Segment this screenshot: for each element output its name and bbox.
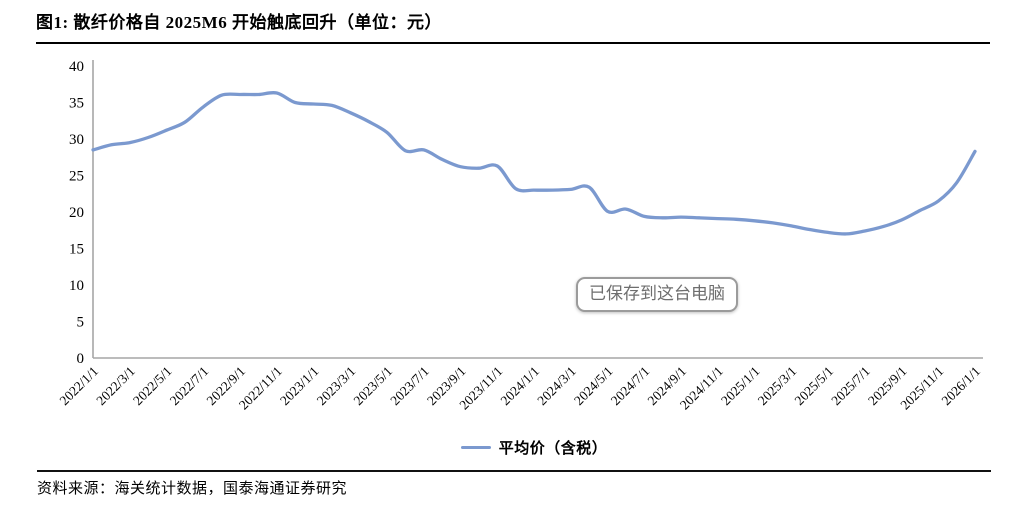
x-tick-label: 2025/7/1 <box>828 364 873 409</box>
x-tick-label: 2022/1/1 <box>57 364 102 409</box>
saved-to-pc-toast: 已保存到这台电脑 <box>576 277 738 312</box>
x-tick-label: 2024/7/1 <box>608 364 653 409</box>
figure-header: 图1: 散纤价格自 2025M6 开始触底回升（单位：元） <box>36 0 990 44</box>
x-tick-label: 2022/5/1 <box>130 364 175 409</box>
x-tick-label: 2023/7/1 <box>387 364 432 409</box>
y-tick-label: 20 <box>69 205 84 221</box>
saved-to-pc-toast-text: 已保存到这台电脑 <box>589 284 725 303</box>
figure-footer: 资料来源：海关统计数据，国泰海通证券研究 <box>37 470 991 498</box>
x-tick-label: 2025/1/1 <box>718 364 763 409</box>
x-tick-label: 2023/5/1 <box>351 364 396 409</box>
y-tick-label: 5 <box>77 315 85 331</box>
x-tick-label: 2024/5/1 <box>571 364 616 409</box>
x-tick-label: 2026/1/1 <box>939 364 984 409</box>
y-tick-label: 10 <box>69 278 84 294</box>
legend-line-marker-icon <box>460 445 491 450</box>
series-line-average-price <box>91 90 977 236</box>
y-tick-label: 40 <box>69 59 84 75</box>
x-tick-label: 2024/3/1 <box>534 364 579 409</box>
x-tick-label: 2022/7/1 <box>167 364 212 409</box>
x-tick-label: 2023/1/1 <box>277 364 322 409</box>
source-note: 资料来源：海关统计数据，国泰海通证券研究 <box>37 481 348 497</box>
legend: 平均价（含税） <box>22 437 1024 458</box>
y-tick-label: 0 <box>77 351 85 367</box>
x-tick-label: 2025/5/1 <box>792 364 837 409</box>
y-tick-label: 35 <box>69 96 84 112</box>
x-tick-label: 2023/3/1 <box>314 364 359 409</box>
legend-label: 平均价（含税） <box>498 441 608 457</box>
y-tick-label: 15 <box>69 242 84 258</box>
x-tick-label: 2024/1/1 <box>498 364 543 409</box>
y-tick-label: 30 <box>69 132 84 148</box>
figure-title: 图1: 散纤价格自 2025M6 开始触底回升（单位：元） <box>36 13 442 32</box>
y-tick-label: 25 <box>69 169 84 185</box>
price-line-chart: 0 5 10 15 20 25 30 35 40 2022/1/12022/3/12022/5/1… <box>57 59 984 412</box>
x-tick-label: 2022/3/1 <box>93 364 138 409</box>
x-tick-label: 2025/3/1 <box>755 364 800 409</box>
